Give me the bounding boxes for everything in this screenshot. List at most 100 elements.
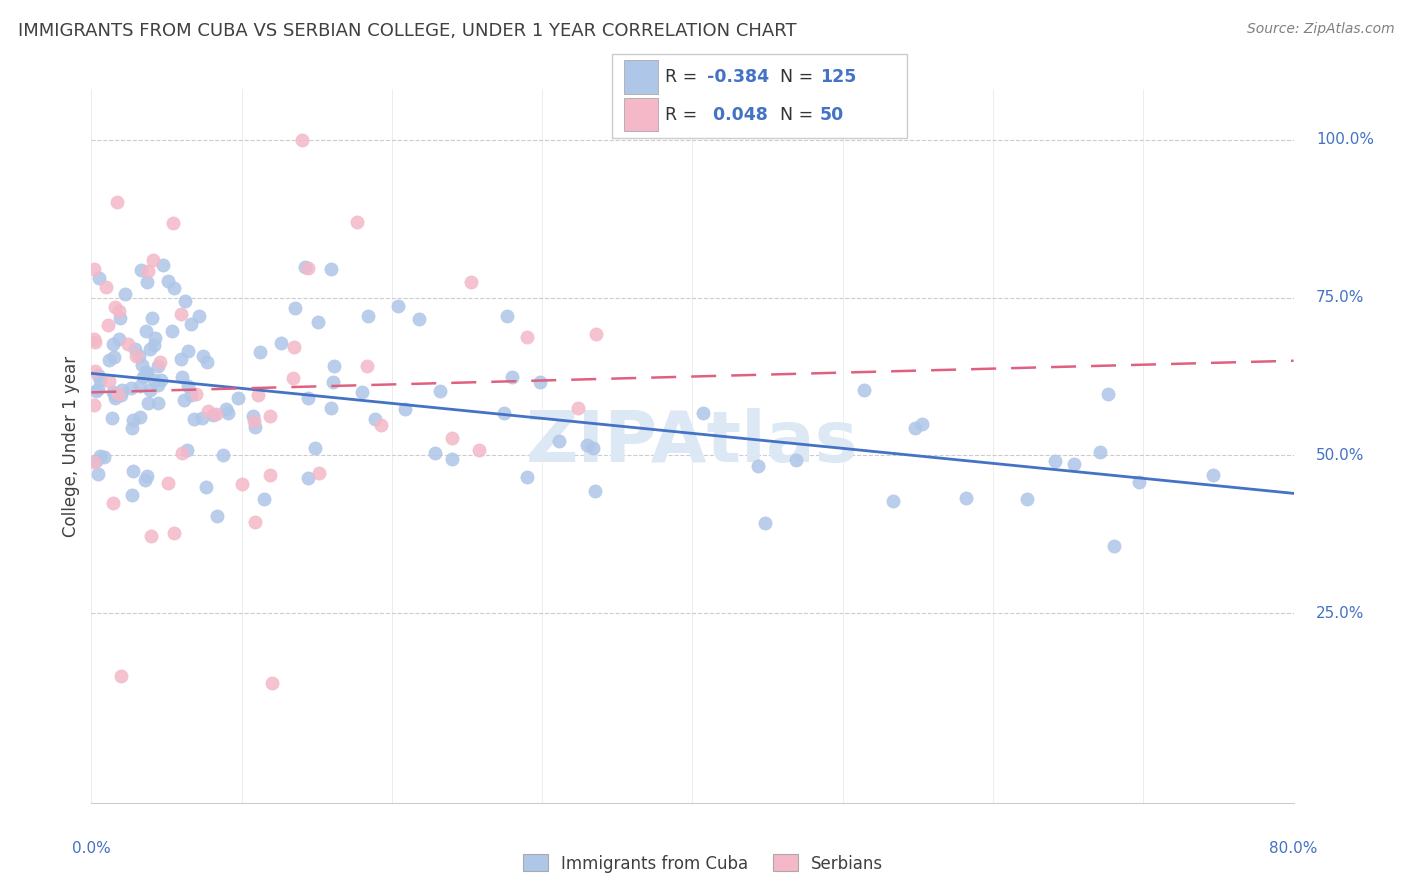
Point <box>108 311 131 326</box>
Point <box>122 464 145 478</box>
Point <box>322 359 344 374</box>
Point <box>217 407 239 421</box>
Point <box>215 401 238 416</box>
Point <box>139 342 162 356</box>
Point <box>370 417 392 432</box>
Point <box>429 384 451 399</box>
Point <box>180 317 202 331</box>
Text: 80.0%: 80.0% <box>1270 840 1317 855</box>
Point <box>163 281 186 295</box>
Point <box>294 260 316 274</box>
Text: 75.0%: 75.0% <box>1316 290 1364 305</box>
Point <box>567 401 589 415</box>
Text: 125: 125 <box>820 69 856 87</box>
Point <box>124 342 146 356</box>
Point <box>205 508 228 523</box>
Point <box>125 349 148 363</box>
Point <box>501 370 523 384</box>
Text: N =: N = <box>780 105 820 123</box>
Point <box>134 473 156 487</box>
Point <box>177 343 200 358</box>
Point <box>129 262 152 277</box>
Point <box>882 494 904 508</box>
Point <box>319 401 342 416</box>
Point <box>152 258 174 272</box>
Point <box>576 438 599 452</box>
Point <box>516 469 538 483</box>
Point <box>110 388 132 402</box>
Point <box>135 469 157 483</box>
Point <box>128 378 150 392</box>
Point <box>387 299 409 313</box>
Text: 0.0%: 0.0% <box>72 840 111 855</box>
Point <box>350 384 373 399</box>
Point <box>249 345 271 359</box>
Point <box>84 335 107 350</box>
Point <box>692 406 714 420</box>
Point <box>148 396 170 410</box>
Point <box>93 450 115 464</box>
Point <box>319 261 342 276</box>
Point <box>194 480 217 494</box>
Point <box>243 414 266 428</box>
Point <box>212 448 235 462</box>
Point <box>408 312 430 326</box>
Point <box>101 410 124 425</box>
Text: ZIPAtlas: ZIPAtlas <box>526 409 859 477</box>
Point <box>173 293 195 308</box>
Point <box>108 303 131 318</box>
Point <box>585 326 607 341</box>
Point <box>89 373 111 387</box>
Point <box>149 355 172 369</box>
Point <box>785 453 807 467</box>
Point <box>135 324 157 338</box>
Point <box>184 386 207 401</box>
Point <box>1097 386 1119 401</box>
Text: 50.0%: 50.0% <box>1316 448 1364 463</box>
Legend: Immigrants from Cuba, Serbians: Immigrants from Cuba, Serbians <box>516 847 890 880</box>
Point <box>83 398 105 412</box>
Point <box>297 470 319 484</box>
Point <box>146 359 169 373</box>
Point <box>86 368 108 382</box>
Point <box>583 484 606 499</box>
Point <box>291 133 314 147</box>
Point <box>111 383 134 397</box>
Point <box>139 383 162 397</box>
Point <box>83 332 105 346</box>
Point <box>101 496 124 510</box>
Point <box>143 373 166 387</box>
Point <box>121 421 143 435</box>
Point <box>136 395 159 409</box>
Point <box>143 331 166 345</box>
Point <box>120 380 142 394</box>
Y-axis label: College, Under 1 year: College, Under 1 year <box>62 355 80 537</box>
Text: -0.384: -0.384 <box>707 69 769 87</box>
Point <box>204 407 226 421</box>
Point <box>128 350 150 364</box>
Point <box>180 388 202 402</box>
Text: 25.0%: 25.0% <box>1316 606 1364 621</box>
Point <box>1128 475 1150 490</box>
Point <box>162 216 184 230</box>
Point <box>170 351 193 366</box>
Point <box>1043 453 1066 467</box>
Text: R =: R = <box>665 105 703 123</box>
Point <box>297 391 319 405</box>
Point <box>202 409 225 423</box>
Text: 0.048: 0.048 <box>707 105 768 123</box>
Text: N =: N = <box>780 69 820 87</box>
Point <box>281 371 304 385</box>
Text: 50: 50 <box>820 105 844 123</box>
Point <box>441 451 464 466</box>
Point <box>183 412 205 426</box>
Point <box>142 252 165 267</box>
Point <box>582 441 605 455</box>
Point <box>101 384 124 399</box>
Point <box>297 260 319 275</box>
Point <box>83 455 105 469</box>
Point <box>104 391 127 405</box>
Point <box>356 359 378 373</box>
Point <box>322 375 344 389</box>
Point <box>304 442 326 456</box>
